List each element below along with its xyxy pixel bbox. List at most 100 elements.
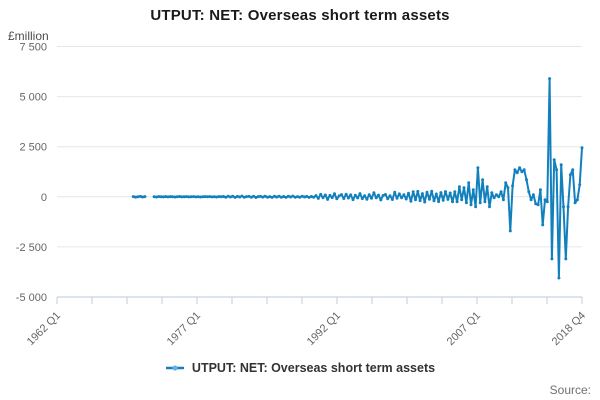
- data-point: [252, 194, 256, 198]
- data-point: [305, 194, 309, 198]
- data-point: [259, 194, 262, 198]
- data-point: [377, 193, 380, 197]
- data-point: [388, 194, 392, 198]
- data-point: [418, 199, 422, 203]
- data-point: [203, 195, 207, 199]
- data-point: [180, 195, 184, 199]
- data-point: [337, 194, 341, 198]
- chart-title: UTPUT: NET: Overseas short term assets: [150, 7, 450, 24]
- data-point: [131, 195, 135, 199]
- data-point: [161, 195, 165, 199]
- y-tick-label: -2 500: [16, 242, 47, 254]
- data-point: [469, 203, 473, 207]
- data-point: [390, 198, 394, 201]
- data-point: [330, 196, 334, 200]
- data-point: [286, 194, 290, 198]
- data-point: [272, 194, 276, 198]
- data-point: [545, 200, 549, 204]
- data-point: [571, 168, 575, 172]
- data-point: [194, 195, 198, 199]
- data-point: [534, 202, 538, 206]
- data-point: [386, 197, 390, 201]
- data-point: [490, 191, 494, 195]
- data-point: [208, 195, 212, 199]
- data-point: [407, 191, 410, 195]
- data-point: [238, 195, 242, 199]
- data-point: [182, 195, 186, 199]
- data-point: [233, 195, 237, 199]
- data-point: [219, 195, 223, 199]
- data-point: [506, 186, 510, 190]
- data-point: [367, 193, 371, 197]
- y-tick-label: 5 000: [19, 92, 47, 104]
- data-point: [460, 198, 464, 202]
- data-point: [492, 196, 496, 200]
- data-point: [293, 195, 297, 199]
- series-line[interactable]: [132, 77, 583, 279]
- data-point: [279, 195, 283, 199]
- data-point: [427, 197, 431, 201]
- data-point: [134, 195, 138, 199]
- legend-line-marker-icon: [165, 365, 184, 371]
- data-point: [499, 190, 503, 194]
- data-point: [402, 193, 406, 197]
- data-point: [404, 197, 408, 201]
- data-point: [522, 168, 526, 172]
- data-point: [481, 178, 485, 182]
- data-point: [455, 200, 459, 204]
- data-point: [467, 181, 471, 185]
- data-point: [344, 192, 348, 196]
- data-point: [363, 194, 367, 198]
- data-point: [346, 196, 350, 200]
- data-point: [420, 192, 424, 196]
- data-point: [395, 196, 399, 200]
- data-point: [471, 188, 475, 192]
- data-point: [141, 195, 145, 199]
- data-point: [488, 205, 491, 209]
- data-point: [328, 193, 332, 197]
- data-point: [559, 163, 563, 167]
- x-tick-label: 1992 Q1: [305, 310, 343, 348]
- data-point: [550, 257, 554, 261]
- data-point: [573, 201, 577, 205]
- data-point: [432, 199, 436, 203]
- data-point: [143, 195, 147, 199]
- legend[interactable]: UTPUT: NET: Overseas short term assets: [0, 361, 600, 375]
- data-point: [342, 197, 346, 200]
- data-point: [222, 195, 225, 198]
- data-point: [425, 190, 429, 194]
- data-point: [457, 185, 461, 189]
- data-point: [430, 189, 434, 193]
- data-point: [198, 195, 202, 199]
- data-point: [566, 205, 570, 209]
- data-point: [333, 192, 336, 196]
- data-point: [152, 195, 156, 199]
- data-point: [168, 195, 172, 199]
- data-point: [383, 193, 387, 196]
- data-point: [451, 200, 454, 204]
- data-point: [439, 191, 443, 195]
- data-point: [356, 196, 360, 200]
- data-point: [448, 191, 452, 195]
- data-point: [210, 195, 214, 199]
- data-point: [578, 183, 582, 187]
- data-point: [360, 197, 364, 201]
- data-point: [249, 195, 253, 199]
- data-point: [256, 195, 260, 199]
- data-point: [434, 192, 438, 196]
- data-point: [171, 195, 175, 199]
- data-point: [136, 195, 140, 199]
- data-point: [536, 203, 540, 207]
- data-point: [541, 223, 545, 227]
- legend-marker-dot: [172, 365, 178, 371]
- data-point: [321, 196, 325, 200]
- data-point: [370, 196, 373, 200]
- data-point: [485, 185, 489, 189]
- data-point: [508, 229, 512, 233]
- data-point: [212, 195, 216, 199]
- data-point: [240, 194, 244, 198]
- data-point: [411, 190, 415, 194]
- data-point: [159, 195, 163, 199]
- data-point: [138, 194, 142, 198]
